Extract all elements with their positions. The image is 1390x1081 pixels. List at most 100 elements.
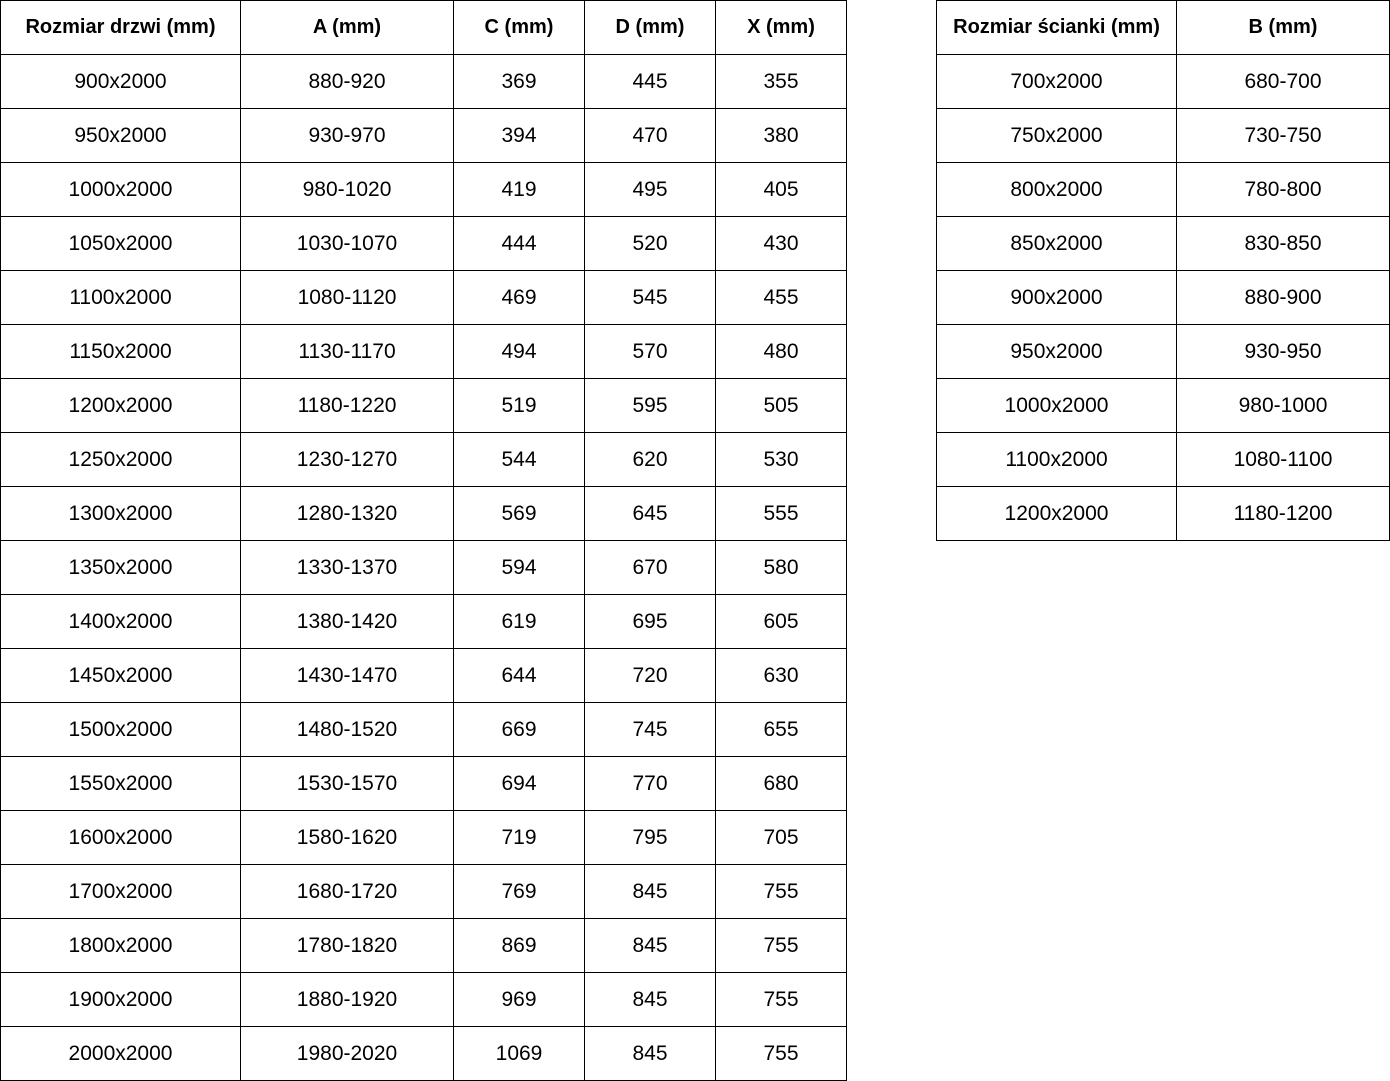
- table-cell: 519: [453, 378, 585, 433]
- table-cell: 1069: [453, 1026, 585, 1081]
- table-cell: 545: [584, 270, 716, 325]
- table-row: 1550x2000 1530-1570 694 770 680: [0, 756, 847, 811]
- table-row: 1200x2000 1180-1220 519 595 505: [0, 378, 847, 433]
- table-cell: 1000x2000: [936, 378, 1177, 433]
- table-cell: 505: [715, 378, 847, 433]
- table-cell: 930-950: [1176, 324, 1390, 379]
- table-cell: 1550x2000: [0, 756, 241, 811]
- table-cell: 845: [584, 918, 716, 973]
- table-cell: 670: [584, 540, 716, 595]
- table-row: 1900x2000 1880-1920 969 845 755: [0, 972, 847, 1027]
- table-cell: 455: [715, 270, 847, 325]
- table-cell: 880-920: [240, 54, 454, 109]
- table-cell: 469: [453, 270, 585, 325]
- table-cell: 595: [584, 378, 716, 433]
- table-cell: 620: [584, 432, 716, 487]
- wall-panel-sizes-table: Rozmiar ścianki (mm) B (mm) 700x2000 680-7…: [936, 0, 1390, 541]
- table-cell: 830-850: [1176, 216, 1390, 271]
- table-cell: 1380-1420: [240, 594, 454, 649]
- table-cell: 445: [584, 54, 716, 109]
- table-cell: 1450x2000: [0, 648, 241, 703]
- table-cell: 694: [453, 756, 585, 811]
- table-cell: 555: [715, 486, 847, 541]
- table-cell: 755: [715, 918, 847, 973]
- table-row: 1450x2000 1430-1470 644 720 630: [0, 648, 847, 703]
- table-cell: 1780-1820: [240, 918, 454, 973]
- table-row: 1150x2000 1130-1170 494 570 480: [0, 324, 847, 379]
- table-cell: 530: [715, 432, 847, 487]
- column-header: D (mm): [584, 0, 716, 55]
- table-row: 700x2000 680-700: [936, 54, 1390, 109]
- table-cell: 845: [584, 1026, 716, 1081]
- table-row: 1100x2000 1080-1120 469 545 455: [0, 270, 847, 325]
- table-cell: 770: [584, 756, 716, 811]
- table-cell: 1530-1570: [240, 756, 454, 811]
- table-cell: 680-700: [1176, 54, 1390, 109]
- table-row: 1000x2000 980-1000: [936, 378, 1390, 433]
- table-cell: 1130-1170: [240, 324, 454, 379]
- table-cell: 419: [453, 162, 585, 217]
- column-header: Rozmiar drzwi (mm): [0, 0, 241, 55]
- table-cell: 755: [715, 972, 847, 1027]
- table-cell: 980-1020: [240, 162, 454, 217]
- table-cell: 1330-1370: [240, 540, 454, 595]
- table-cell: 355: [715, 54, 847, 109]
- table-cell: 470: [584, 108, 716, 163]
- table-cell: 605: [715, 594, 847, 649]
- table-cell: 655: [715, 702, 847, 757]
- table-cell: 1080-1120: [240, 270, 454, 325]
- table-cell: 700x2000: [936, 54, 1177, 109]
- table-row: 850x2000 830-850: [936, 216, 1390, 271]
- table-cell: 1500x2000: [0, 702, 241, 757]
- table-row: 1100x2000 1080-1100: [936, 432, 1390, 487]
- table-cell: 1100x2000: [0, 270, 241, 325]
- table-cell: 1800x2000: [0, 918, 241, 973]
- table-cell: 1400x2000: [0, 594, 241, 649]
- table-row: 1350x2000 1330-1370 594 670 580: [0, 540, 847, 595]
- table-cell: 780-800: [1176, 162, 1390, 217]
- table-cell: 644: [453, 648, 585, 703]
- table-row: 1050x2000 1030-1070 444 520 430: [0, 216, 847, 271]
- table-cell: 2000x2000: [0, 1026, 241, 1081]
- table-cell: 1200x2000: [0, 378, 241, 433]
- table-cell: 1180-1200: [1176, 486, 1390, 541]
- table-cell: 730-750: [1176, 108, 1390, 163]
- table-cell: 444: [453, 216, 585, 271]
- table-row: 1300x2000 1280-1320 569 645 555: [0, 486, 847, 541]
- table-cell: 619: [453, 594, 585, 649]
- table-cell: 1030-1070: [240, 216, 454, 271]
- table-cell: 755: [715, 864, 847, 919]
- table-cell: 1250x2000: [0, 432, 241, 487]
- table-cell: 1150x2000: [0, 324, 241, 379]
- table-cell: 669: [453, 702, 585, 757]
- table-cell: 1600x2000: [0, 810, 241, 865]
- table-cell: 900x2000: [936, 270, 1177, 325]
- table-cell: 930-970: [240, 108, 454, 163]
- table-cell: 495: [584, 162, 716, 217]
- table-cell: 869: [453, 918, 585, 973]
- table-cell: 394: [453, 108, 585, 163]
- table-cell: 1980-2020: [240, 1026, 454, 1081]
- table-cell: 580: [715, 540, 847, 595]
- table-cell: 570: [584, 324, 716, 379]
- table-row: 2000x2000 1980-2020 1069 845 755: [0, 1026, 847, 1081]
- table-cell: 1180-1220: [240, 378, 454, 433]
- table-cell: 1080-1100: [1176, 432, 1390, 487]
- table-cell: 880-900: [1176, 270, 1390, 325]
- table-cell: 1000x2000: [0, 162, 241, 217]
- table-header-row: Rozmiar drzwi (mm) A (mm) C (mm) D (mm) X (m…: [0, 0, 847, 55]
- table-row: 1200x2000 1180-1200: [936, 486, 1390, 541]
- table-cell: 755: [715, 1026, 847, 1081]
- table-row: 900x2000 880-920 369 445 355: [0, 54, 847, 109]
- table-cell: 769: [453, 864, 585, 919]
- table-cell: 705: [715, 810, 847, 865]
- column-header: Rozmiar ścianki (mm): [936, 0, 1177, 55]
- table-cell: 845: [584, 972, 716, 1027]
- table-cell: 980-1000: [1176, 378, 1390, 433]
- column-header: A (mm): [240, 0, 454, 55]
- table-cell: 1300x2000: [0, 486, 241, 541]
- door-sizes-table: Rozmiar drzwi (mm) A (mm) C (mm) D (mm) X (m…: [0, 0, 847, 1081]
- table-cell: 1900x2000: [0, 972, 241, 1027]
- table-row: 900x2000 880-900: [936, 270, 1390, 325]
- table-cell: 1050x2000: [0, 216, 241, 271]
